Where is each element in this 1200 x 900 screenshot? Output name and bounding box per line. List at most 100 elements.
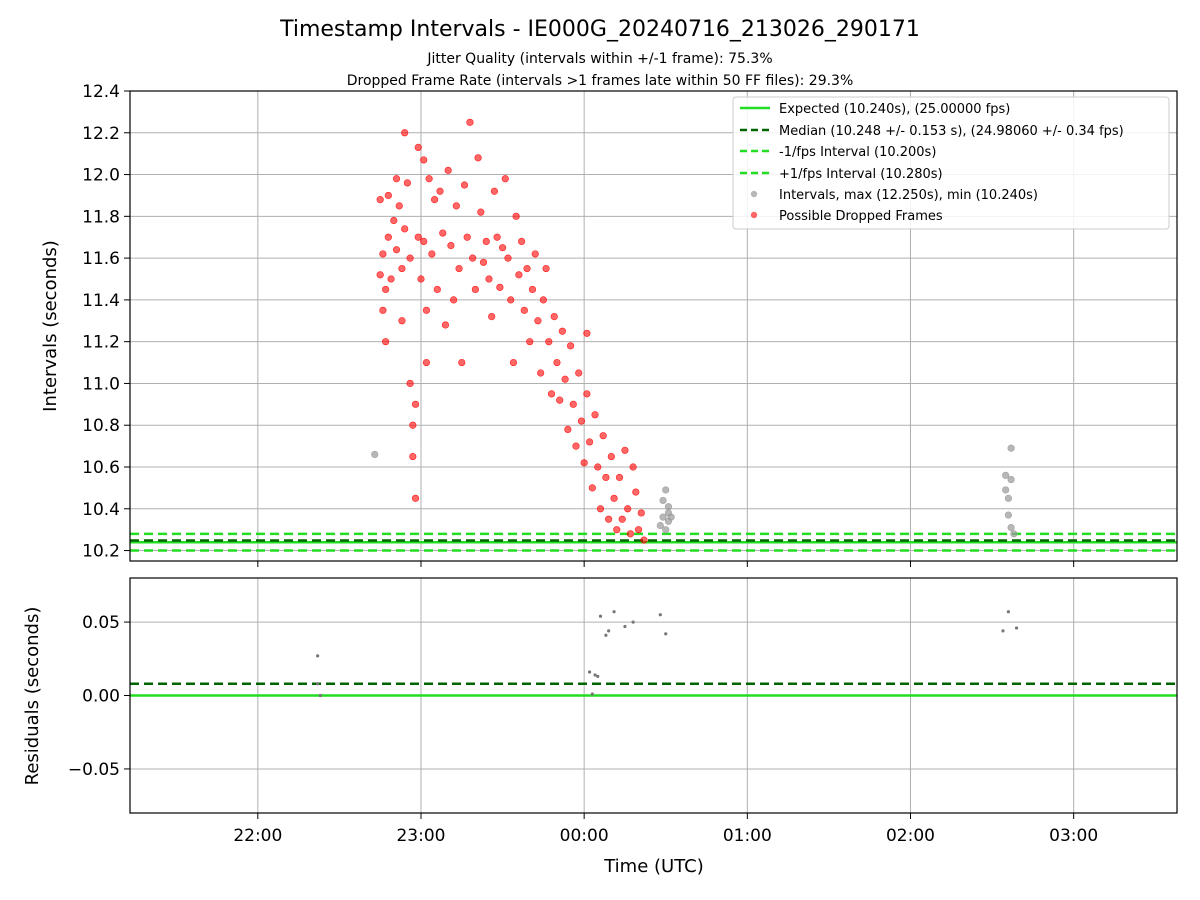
interval-point	[664, 503, 673, 511]
dropped-frame-point	[496, 283, 504, 291]
dropped-frame-point	[387, 275, 395, 283]
dropped-frame-point	[512, 212, 520, 220]
legend-median-label: Median (10.248 +/- 0.153 s), (24.98060 +…	[779, 124, 1124, 139]
dropped-frame-point	[450, 296, 458, 304]
y-tick-label: 12.2	[82, 124, 120, 144]
interval-point	[371, 450, 379, 459]
chart-subtitle-jitter: Jitter Quality (intervals within +/-1 fr…	[426, 51, 772, 67]
interval-point	[1004, 511, 1012, 519]
dropped-frame-point	[441, 321, 450, 329]
dropped-frame-point	[575, 369, 583, 377]
dropped-frame-point	[401, 225, 409, 233]
y-tick-label: 11.0	[82, 374, 120, 394]
dropped-frame-point	[618, 515, 626, 523]
dropped-frame-point	[599, 432, 607, 440]
dropped-frame-point	[583, 390, 591, 398]
interval-point	[667, 513, 675, 521]
dropped-frame-point	[398, 264, 406, 273]
dropped-frame-point	[493, 233, 501, 241]
dropped-frame-point	[474, 154, 482, 162]
dropped-frame-point	[444, 166, 452, 174]
residual-point	[318, 693, 322, 698]
dropped-frame-point	[382, 338, 390, 346]
dropped-frame-point	[466, 118, 474, 126]
dropped-frame-point	[428, 250, 436, 258]
residuals-ticks: 22:00 23:00 00:00 01:00 02:00 03:00 −0.05 0.00 0…	[68, 613, 1098, 846]
x-tick-label: 22:00	[233, 826, 282, 846]
residual-point	[658, 613, 662, 617]
dropped-frame-point	[566, 342, 575, 350]
dropped-frame-point	[382, 285, 390, 294]
dropped-frame-point	[488, 313, 496, 321]
dropped-frame-point	[420, 237, 428, 245]
dropped-frame-point	[376, 271, 384, 279]
x-axis-label: Time (UTC)	[603, 856, 704, 877]
interval-point	[1010, 530, 1018, 538]
dropped-frame-point	[452, 202, 460, 210]
dropped-frame-point	[411, 400, 420, 408]
dropped-frame-point	[392, 246, 401, 254]
dropped-frame-point	[384, 191, 392, 200]
dropped-frame-point	[406, 254, 414, 262]
interval-point	[659, 496, 667, 505]
dropped-frame-point	[477, 208, 485, 216]
residual-point	[590, 692, 594, 696]
y-tick-label: 10.6	[82, 458, 120, 478]
dropped-frame-point	[626, 530, 634, 538]
y-tick-label: 12.4	[82, 82, 120, 102]
residuals-points	[316, 610, 1019, 698]
dropped-frame-point	[632, 488, 640, 496]
interval-point	[1004, 494, 1012, 502]
residual-point	[1014, 626, 1019, 630]
dropped-frame-point	[591, 411, 599, 419]
dropped-frame-point	[471, 285, 479, 294]
dropped-frame-point	[629, 463, 637, 471]
dropped-frame-point	[379, 306, 387, 314]
dropped-frame-point	[542, 264, 550, 273]
legend-intervals-marker	[750, 190, 758, 198]
dropped-frame-point	[553, 358, 561, 367]
dropped-frame-point	[537, 369, 545, 377]
x-tick-label: 02:00	[886, 826, 935, 846]
dropped-frame-point	[469, 254, 477, 262]
intervals-y-axis-label: Intervals (seconds)	[40, 240, 61, 412]
dropped-frame-point	[610, 494, 618, 502]
dropped-frame-point	[520, 306, 528, 314]
residual-point	[1001, 629, 1005, 633]
dropped-frame-point	[414, 143, 422, 151]
intervals-points	[371, 118, 1018, 544]
dropped-frame-point	[605, 515, 613, 523]
dropped-frame-point	[556, 396, 564, 404]
residual-point	[604, 633, 608, 637]
y-tick-label: 11.8	[82, 207, 120, 227]
dropped-frame-point	[376, 196, 384, 204]
y-tick-label: 10.2	[82, 542, 120, 562]
legend-expected-label: Expected (10.240s), (25.00000 fps)	[779, 102, 1010, 117]
dropped-frame-point	[518, 237, 526, 245]
dropped-frame-point	[433, 285, 441, 294]
dropped-frame-point	[447, 241, 455, 250]
dropped-frame-point	[558, 327, 566, 335]
legend: Expected (10.240s), (25.00000 fps) Media…	[732, 96, 1170, 230]
dropped-frame-point	[409, 421, 417, 429]
dropped-frame-point	[561, 375, 569, 383]
dropped-frame-point	[507, 296, 515, 304]
dropped-frame-point	[504, 254, 512, 262]
y-tick-label: 12.0	[82, 166, 120, 186]
residuals-y-axis-label: Residuals (seconds)	[22, 607, 43, 786]
dropped-frame-point	[411, 494, 420, 502]
dropped-frame-point	[545, 338, 553, 346]
dropped-frame-point	[403, 179, 411, 187]
dropped-frame-point	[482, 237, 490, 245]
dropped-frame-point	[401, 129, 409, 137]
dropped-frame-point	[585, 438, 594, 446]
dropped-frame-point	[594, 463, 602, 471]
residual-point	[316, 654, 320, 658]
dropped-frame-point	[398, 317, 406, 325]
dropped-frame-point	[615, 473, 624, 482]
x-tick-label: 00:00	[560, 826, 609, 846]
dropped-frame-point	[379, 250, 387, 258]
legend-box	[732, 96, 1170, 230]
dropped-frame-point	[528, 285, 537, 294]
